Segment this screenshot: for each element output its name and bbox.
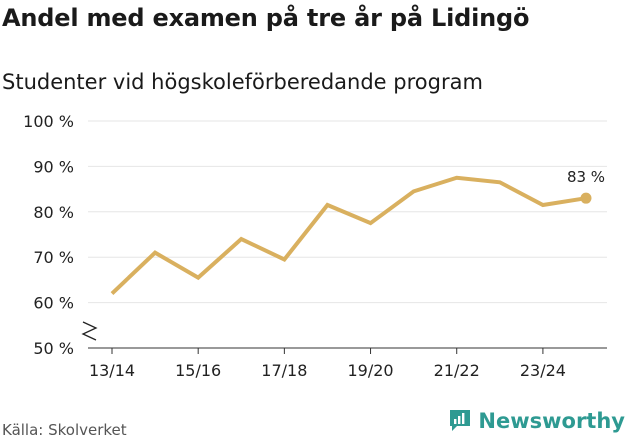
y-axis-ticks: 50 % 60 % 70 % 80 % 90 % 100 % bbox=[23, 112, 74, 358]
y-tick-label: 90 % bbox=[33, 157, 74, 176]
x-tick-label: 17/18 bbox=[261, 361, 307, 380]
chart-title: Andel med examen på tre år på Lidingö bbox=[2, 4, 530, 32]
y-tick-label: 100 % bbox=[23, 112, 74, 131]
series-end-point bbox=[580, 192, 592, 204]
y-tick-label: 60 % bbox=[33, 294, 74, 313]
x-tick-label: 19/20 bbox=[347, 361, 393, 380]
axis-break-icon bbox=[81, 321, 98, 341]
source-note: Källa: Skolverket bbox=[2, 421, 127, 439]
x-tick-label: 15/16 bbox=[175, 361, 221, 380]
newsworthy-logo-icon bbox=[450, 410, 471, 431]
axis-break-zigzag bbox=[81, 321, 98, 341]
brand-name: Newsworthy bbox=[478, 409, 625, 433]
y-tick-label: 80 % bbox=[33, 203, 74, 222]
series-line bbox=[110, 175, 587, 295]
y-tick-label: 70 % bbox=[33, 248, 74, 267]
x-tick-label: 21/22 bbox=[434, 361, 480, 380]
x-tick-label: 23/24 bbox=[520, 361, 566, 380]
end-value-label: 83 % bbox=[567, 168, 605, 186]
chart-subtitle: Studenter vid högskoleförberedande progr… bbox=[2, 70, 483, 94]
series-layer: 83 % bbox=[110, 168, 605, 295]
x-axis-ticks: 13/14 15/16 17/18 19/20 21/22 23/24 bbox=[89, 348, 566, 380]
x-tick-label: 13/14 bbox=[89, 361, 135, 380]
y-tick-label: 50 % bbox=[33, 339, 74, 358]
grid-lines bbox=[88, 120, 607, 349]
brand-logo: Newsworthy bbox=[448, 408, 625, 434]
